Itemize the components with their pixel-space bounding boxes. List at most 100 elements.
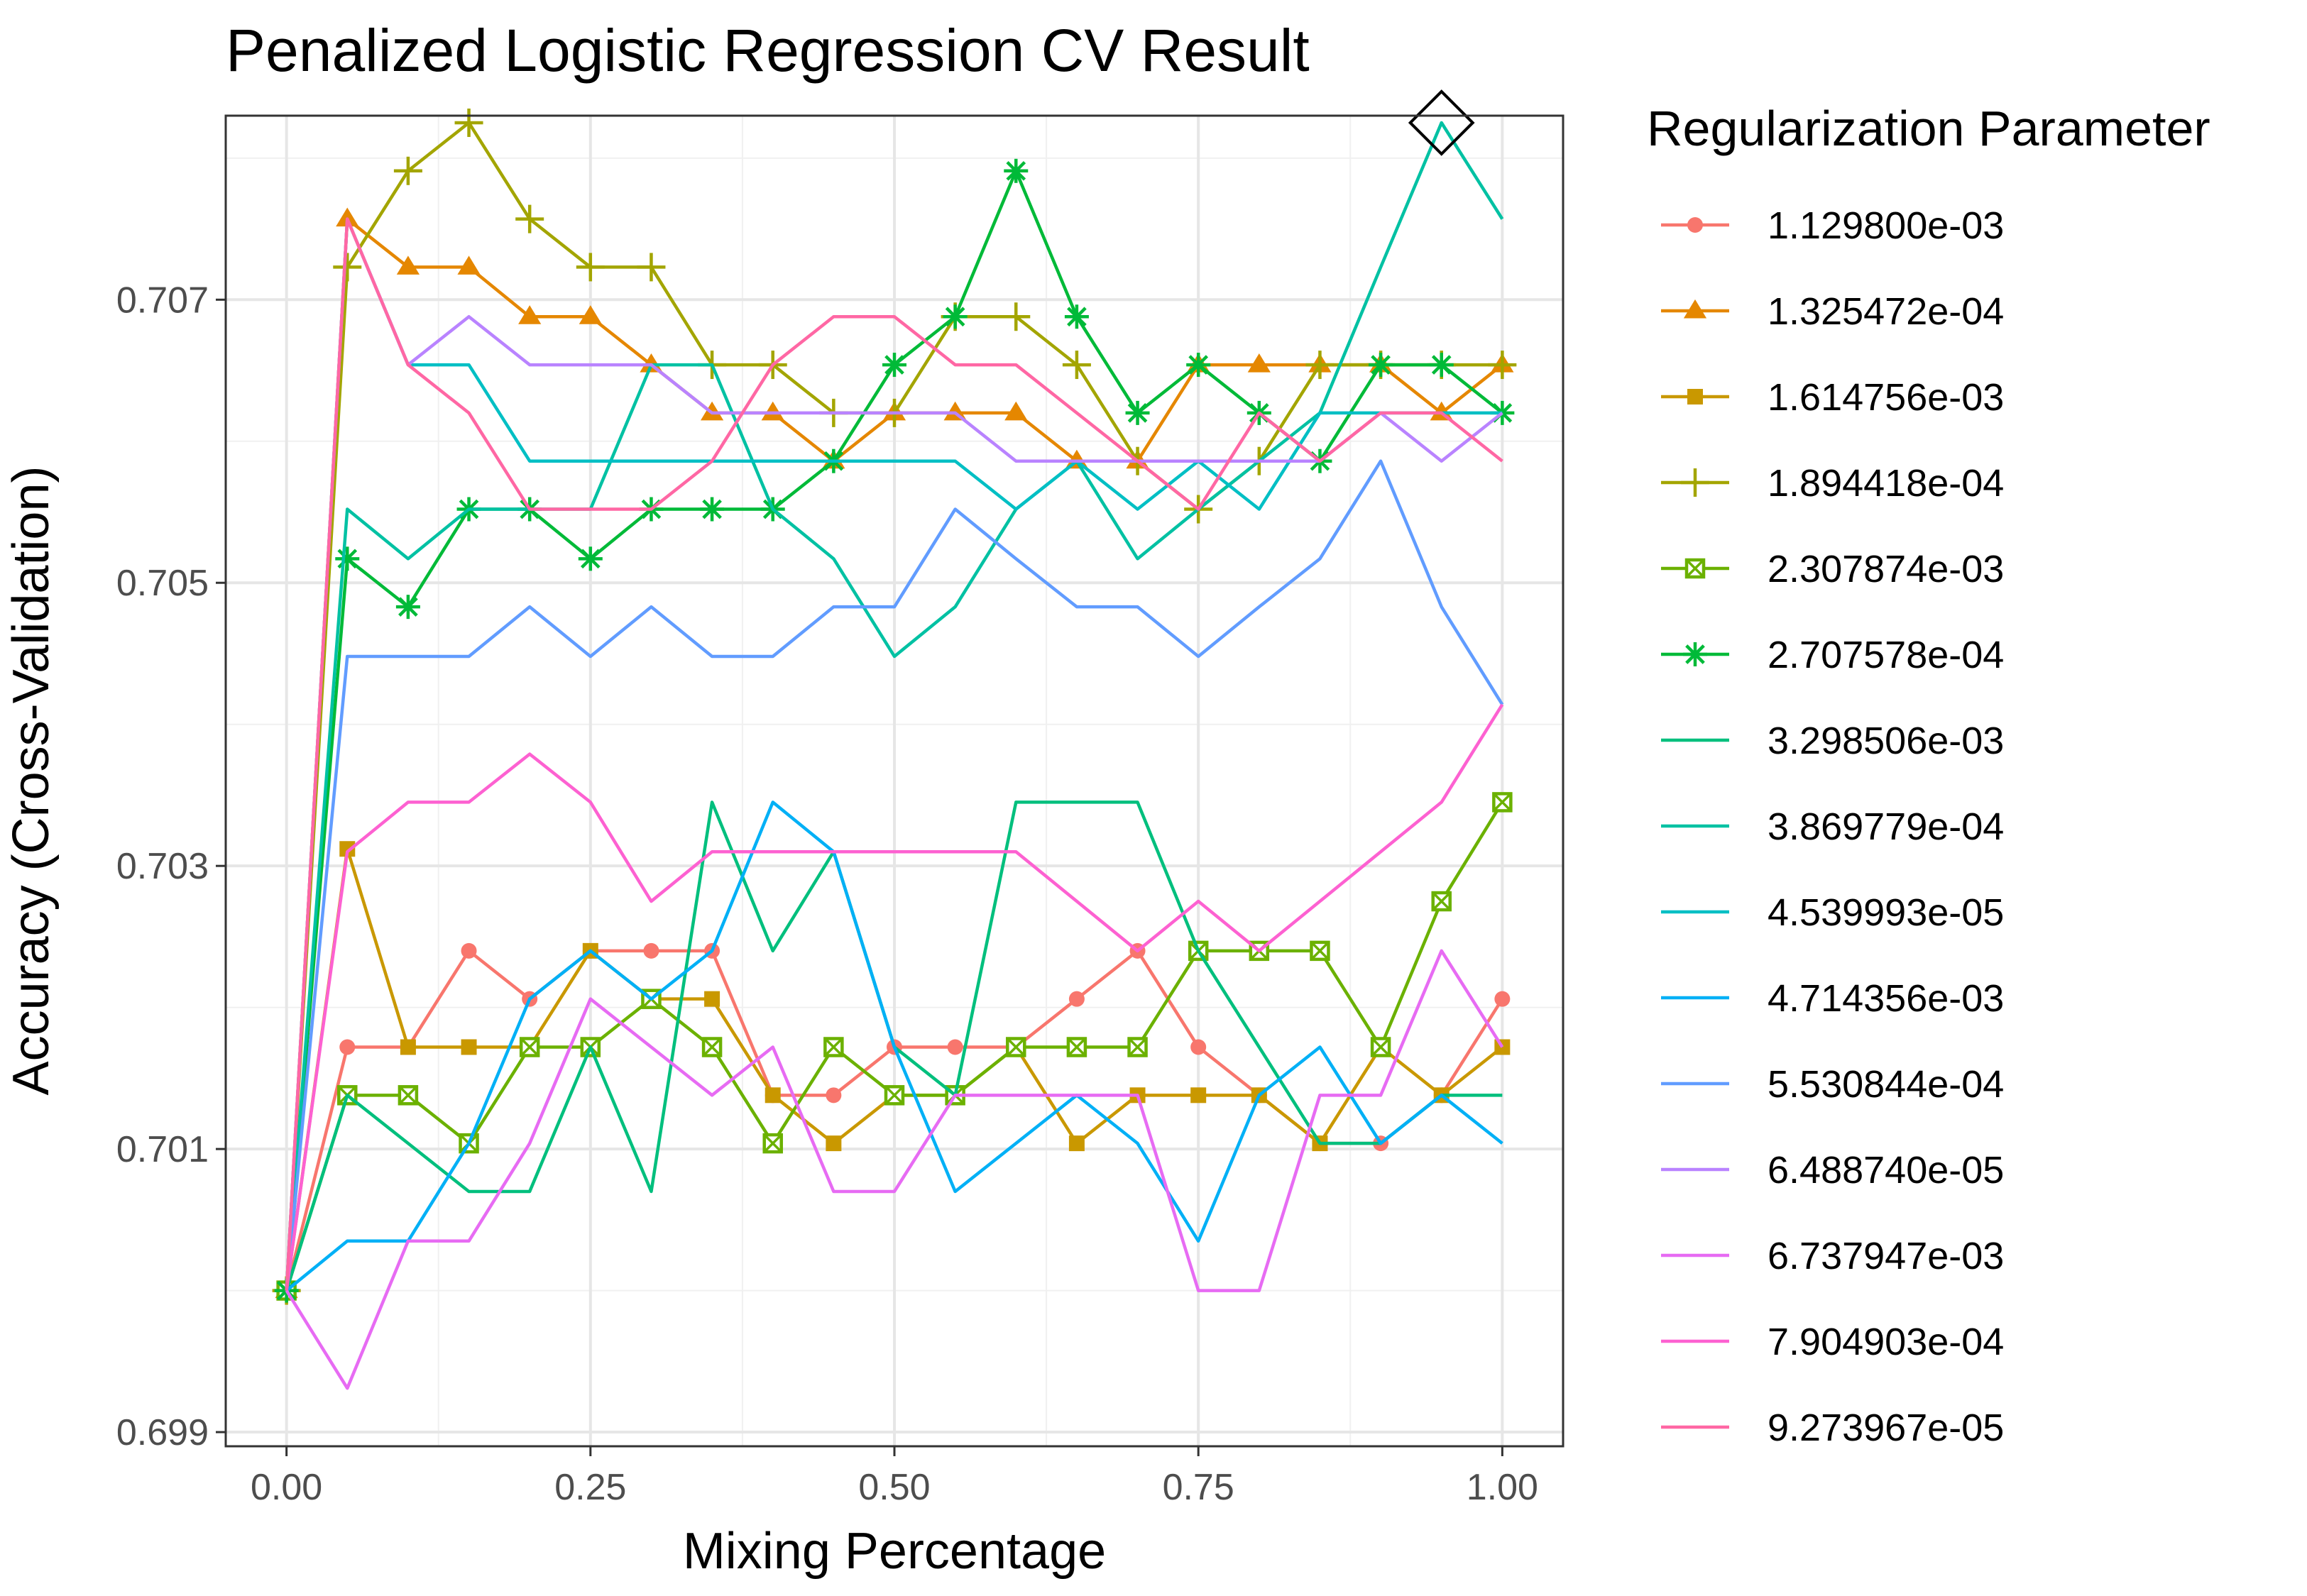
data-point — [884, 1085, 905, 1106]
data-point — [1492, 792, 1513, 813]
legend-label: 2.707578e-04 — [1768, 634, 2004, 676]
legend-title: Regularization Parameter — [1647, 101, 2210, 156]
legend-label: 6.488740e-05 — [1768, 1149, 2004, 1192]
data-point — [1190, 1087, 1207, 1104]
series-2.307874e-03 — [276, 792, 1513, 1301]
series-line — [285, 217, 1503, 1291]
data-point — [461, 1039, 477, 1055]
legend-item: 3.298506e-03 — [1661, 720, 2004, 762]
y-tick-label: 0.699 — [116, 1412, 209, 1453]
data-point — [947, 1039, 963, 1055]
data-point — [1066, 1037, 1087, 1057]
data-point — [396, 255, 420, 275]
data-point — [765, 1087, 781, 1104]
legend-key-marker — [1687, 217, 1703, 233]
data-point — [400, 1039, 416, 1055]
legend-item: 5.530844e-04 — [1661, 1063, 2004, 1106]
data-point — [1186, 353, 1211, 378]
x-axis: 0.00 0.25 0.50 0.75 1.00 — [251, 1446, 1538, 1508]
legend-label: 4.714356e-03 — [1768, 977, 2004, 1020]
x-tick-label: 0.50 — [858, 1467, 930, 1508]
data-point — [1429, 353, 1454, 378]
data-point — [1369, 353, 1393, 378]
data-point — [393, 156, 422, 185]
data-point — [1125, 400, 1150, 425]
data-point — [943, 304, 968, 329]
series-line — [285, 800, 1503, 1292]
legend: Regularization Parameter 1.129800e-03 1.3… — [1647, 101, 2210, 1449]
data-point — [1068, 991, 1085, 1007]
data-point — [1310, 940, 1330, 962]
legend-item: 6.488740e-05 — [1661, 1149, 2004, 1192]
data-point — [1190, 1039, 1207, 1055]
legend-label: 1.894418e-04 — [1768, 462, 2004, 505]
legend-label: 9.273967e-05 — [1768, 1407, 2004, 1449]
data-point — [1006, 1037, 1026, 1057]
legend-label: 5.530844e-04 — [1768, 1063, 2004, 1106]
x-tick-label: 0.25 — [554, 1467, 626, 1508]
y-tick-label: 0.707 — [116, 280, 209, 321]
data-point — [461, 942, 477, 959]
data-point — [459, 1133, 479, 1154]
legend-label: 3.869779e-04 — [1768, 805, 2004, 848]
data-point — [826, 1135, 842, 1152]
series-4.714356e-03 — [285, 800, 1503, 1292]
legend-item: 2.307874e-03 — [1661, 548, 2004, 590]
legend-item: 1.325472e-04 — [1661, 290, 2004, 333]
legend-label: 7.904903e-04 — [1768, 1321, 2004, 1363]
data-point — [761, 401, 784, 421]
data-point — [395, 595, 420, 620]
data-point — [701, 1037, 723, 1057]
y-tick-label: 0.701 — [116, 1129, 209, 1170]
series-layer — [272, 108, 1517, 1390]
legend-item: 9.273967e-05 — [1661, 1407, 2004, 1449]
data-point — [578, 546, 603, 571]
chart-title: Penalized Logistic Regression CV Result — [226, 17, 1310, 84]
series-5.530844e-04 — [285, 459, 1504, 1291]
data-point — [1127, 1037, 1148, 1057]
grid-major — [226, 116, 1563, 1446]
data-point — [339, 841, 356, 857]
data-point — [519, 1037, 540, 1057]
legend-key-marker — [1683, 642, 1707, 666]
data-point — [518, 305, 542, 324]
data-point — [826, 1087, 842, 1104]
data-point — [333, 253, 362, 282]
legend-item: 4.714356e-03 — [1661, 977, 2004, 1020]
x-tick-label: 1.00 — [1467, 1467, 1538, 1508]
legend-item: 3.869779e-04 — [1661, 805, 2004, 848]
data-point — [1064, 304, 1089, 329]
data-point — [1247, 353, 1271, 373]
best-point-diamond — [1408, 89, 1475, 156]
data-point — [1431, 891, 1452, 912]
data-point — [576, 253, 605, 282]
data-point — [339, 1039, 356, 1055]
legend-label: 1.129800e-03 — [1768, 204, 2004, 247]
legend-label: 6.737947e-03 — [1768, 1235, 2004, 1277]
x-axis-title: Mixing Percentage — [683, 1523, 1106, 1580]
data-point — [1488, 351, 1517, 380]
legend-label: 1.614756e-03 — [1768, 376, 2004, 419]
data-point — [1004, 401, 1028, 421]
series-line — [285, 217, 1503, 1291]
legend-item: 1.129800e-03 — [1661, 204, 2004, 247]
data-point — [1494, 991, 1511, 1007]
legend-item: 6.737947e-03 — [1661, 1235, 2004, 1277]
data-point — [1068, 1135, 1085, 1152]
data-point — [1370, 1037, 1391, 1057]
y-axis-title: Accuracy (Cross-Validation) — [3, 466, 60, 1096]
legend-item: 7.904903e-04 — [1661, 1321, 2004, 1363]
series-line — [285, 121, 1504, 1291]
legend-item: 4.539993e-05 — [1661, 891, 2004, 934]
data-point — [704, 991, 720, 1007]
legend-key-marker — [1684, 558, 1706, 579]
legend-label: 3.298506e-03 — [1768, 720, 2004, 762]
y-axis: 0.699 0.701 0.703 0.705 0.707 — [116, 280, 226, 1453]
series-9.273967e-05 — [285, 217, 1503, 1291]
legend-item: 1.894418e-04 — [1661, 462, 2004, 505]
legend-items: 1.129800e-03 1.325472e-04 1.614756e-03 1.89… — [1661, 204, 2004, 1449]
data-point — [398, 1085, 419, 1106]
legend-label: 2.307874e-03 — [1768, 548, 2004, 590]
y-tick-label: 0.705 — [116, 563, 209, 604]
